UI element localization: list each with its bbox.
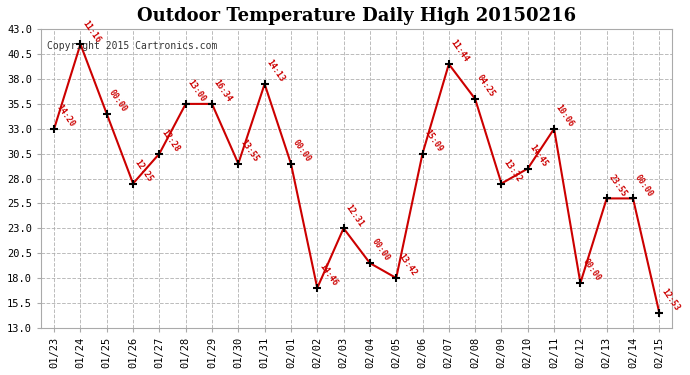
- Text: 04:25: 04:25: [475, 73, 497, 99]
- Text: 16:34: 16:34: [212, 78, 234, 104]
- Text: 14:45: 14:45: [528, 143, 549, 169]
- Text: 13:00: 13:00: [186, 78, 208, 104]
- Text: Copyright 2015 Cartronics.com: Copyright 2015 Cartronics.com: [48, 41, 217, 51]
- Text: 00:00: 00:00: [370, 237, 392, 263]
- Text: 15:09: 15:09: [422, 128, 444, 154]
- Text: 14:46: 14:46: [317, 262, 339, 288]
- Text: 13:42: 13:42: [396, 252, 418, 278]
- Text: 00:00: 00:00: [107, 88, 128, 114]
- Text: 14:13: 14:13: [265, 58, 286, 84]
- Text: 12:28: 12:28: [159, 128, 181, 154]
- Title: Outdoor Temperature Daily High 20150216: Outdoor Temperature Daily High 20150216: [137, 7, 576, 25]
- Text: 11:16: 11:16: [81, 18, 102, 44]
- Text: 13:32: 13:32: [502, 158, 523, 183]
- Text: 12:25: 12:25: [133, 158, 155, 183]
- Text: 14:20: 14:20: [54, 103, 76, 129]
- Text: 13:55: 13:55: [238, 138, 260, 164]
- Text: 00:00: 00:00: [633, 173, 655, 198]
- Text: 12:53: 12:53: [660, 287, 681, 313]
- Text: 10:06: 10:06: [554, 103, 575, 129]
- Text: 11:44: 11:44: [448, 39, 471, 64]
- Text: 23:55: 23:55: [607, 173, 629, 198]
- Text: 00:00: 00:00: [580, 257, 602, 283]
- Text: 12:31: 12:31: [344, 202, 365, 228]
- Text: 00:00: 00:00: [291, 138, 313, 164]
